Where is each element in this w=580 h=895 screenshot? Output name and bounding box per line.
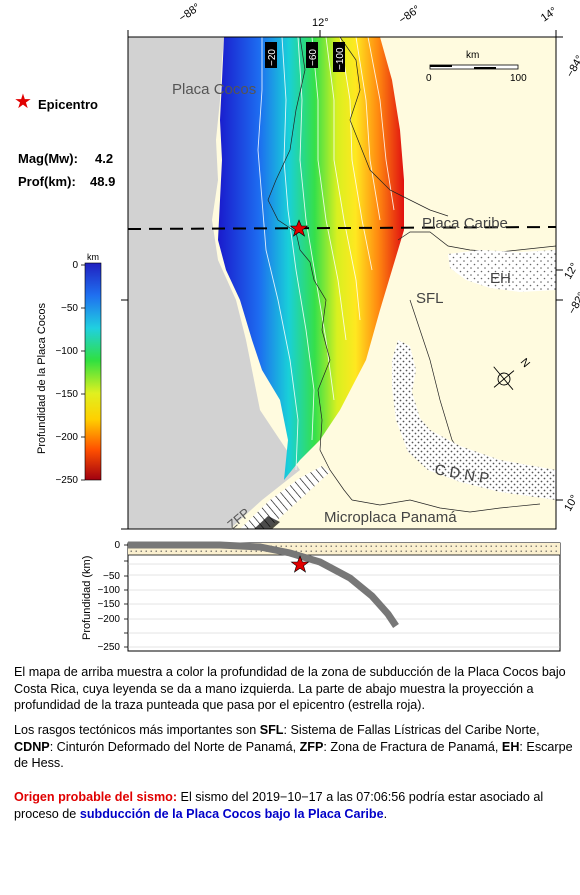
profile-tick-100: −100 <box>97 585 120 596</box>
lat-label-14: 14° <box>539 5 560 24</box>
zfp-zone <box>240 466 330 529</box>
profile-tick-250: −250 <box>97 642 120 653</box>
cbar-tick-0: 0 <box>72 260 78 271</box>
colorbar-title: Profundidad de la Placa Cocos <box>36 302 48 454</box>
origin-label: Origen probable del sismo: <box>14 790 178 804</box>
magnitude-label: Mag(Mw): <box>18 151 78 166</box>
caribbean-plate-label: Placa Caribe <box>422 215 508 232</box>
sfl-label: SFL <box>416 290 444 307</box>
magnitude-value: 4.2 <box>95 151 114 166</box>
cbar-tick-50: −50 <box>61 303 78 314</box>
map-figure: −88° 12° −86° 14° −84° 12° −82° 10° Plac… <box>36 1 580 653</box>
right-label-10: 10° <box>562 493 580 513</box>
cocos-plate-ocean <box>128 37 300 529</box>
term-eh: EH <box>501 739 520 754</box>
right-label-12: 12° <box>562 261 580 281</box>
scale-unit: km <box>466 50 479 61</box>
lat-label-12-top: 12° <box>312 17 329 29</box>
hess-escarpment-zone <box>448 250 556 292</box>
profile-trace-line <box>128 226 556 230</box>
profile-ylabel: Profundidad (km) <box>81 556 93 640</box>
depth-colorbar <box>84 262 102 481</box>
cocos-plate-label: Placa Cocos <box>172 81 256 98</box>
term-cdnp: CDNP <box>14 739 50 754</box>
colorbar-unit: km <box>87 252 99 262</box>
svg-text:−20: −20 <box>267 49 278 66</box>
scale-tick-100: 100 <box>510 73 527 84</box>
scale-tick-0: 0 <box>426 73 432 84</box>
description-paragraph: El mapa de arriba muestra a color la pro… <box>14 664 574 714</box>
scale-bar <box>429 64 519 70</box>
profile-tick-50: −50 <box>103 571 120 582</box>
cbar-tick-200: −200 <box>55 432 78 443</box>
contour-label-60: −60 <box>306 42 319 68</box>
contour-label-20: −20 <box>265 42 278 68</box>
cbar-tick-100: −100 <box>55 346 78 357</box>
cbar-tick-150: −150 <box>55 389 78 400</box>
origin-process-link: subducción de la Placa Cocos bajo la Pla… <box>79 806 384 821</box>
lon-label-88: −88° <box>177 1 203 24</box>
features-paragraph: Los rasgos tectónicos más importantes so… <box>14 723 573 770</box>
origin-paragraph: Origen probable del sismo: El sismo del … <box>14 790 544 821</box>
profile-tick-150: −150 <box>97 599 120 610</box>
epicenter-star-map <box>289 219 309 237</box>
svg-text:−60: −60 <box>308 49 319 66</box>
slab-profile-line <box>128 541 399 628</box>
epicenter-legend-star-icon: ★ <box>14 91 32 113</box>
profile-tick-200: −200 <box>97 614 120 625</box>
epicenter-legend-label: Epicentro <box>38 97 98 112</box>
svg-text:−100: −100 <box>335 47 346 70</box>
cbar-tick-250: −250 <box>55 475 78 486</box>
panama-label: Microplaca Panamá <box>324 509 457 526</box>
slab-depth-surface <box>218 37 404 480</box>
epicenter-star-profile <box>290 555 310 573</box>
colorbar-tick-marks <box>81 264 85 481</box>
cdnp-zone <box>392 340 556 500</box>
depth-profile <box>124 541 561 652</box>
north-arrow-icon <box>493 366 515 391</box>
right-label-82: −82° <box>566 291 580 317</box>
eh-label: EH <box>490 270 511 287</box>
depth-contours <box>257 37 395 471</box>
frame-ticks <box>121 30 563 530</box>
right-label-84: −84° <box>564 54 580 80</box>
term-sfl: SFL <box>259 723 284 737</box>
depth-label: Prof(km): <box>18 174 76 189</box>
map-frame <box>127 36 557 530</box>
description-text: El mapa de arriba muestra a color la pro… <box>14 665 566 712</box>
term-zfp: ZFP <box>299 739 324 754</box>
lon-label-86: −86° <box>397 3 423 26</box>
depth-value: 48.9 <box>90 174 116 189</box>
profile-tick-0: 0 <box>114 540 120 551</box>
contour-label-100: −100 <box>333 42 346 72</box>
